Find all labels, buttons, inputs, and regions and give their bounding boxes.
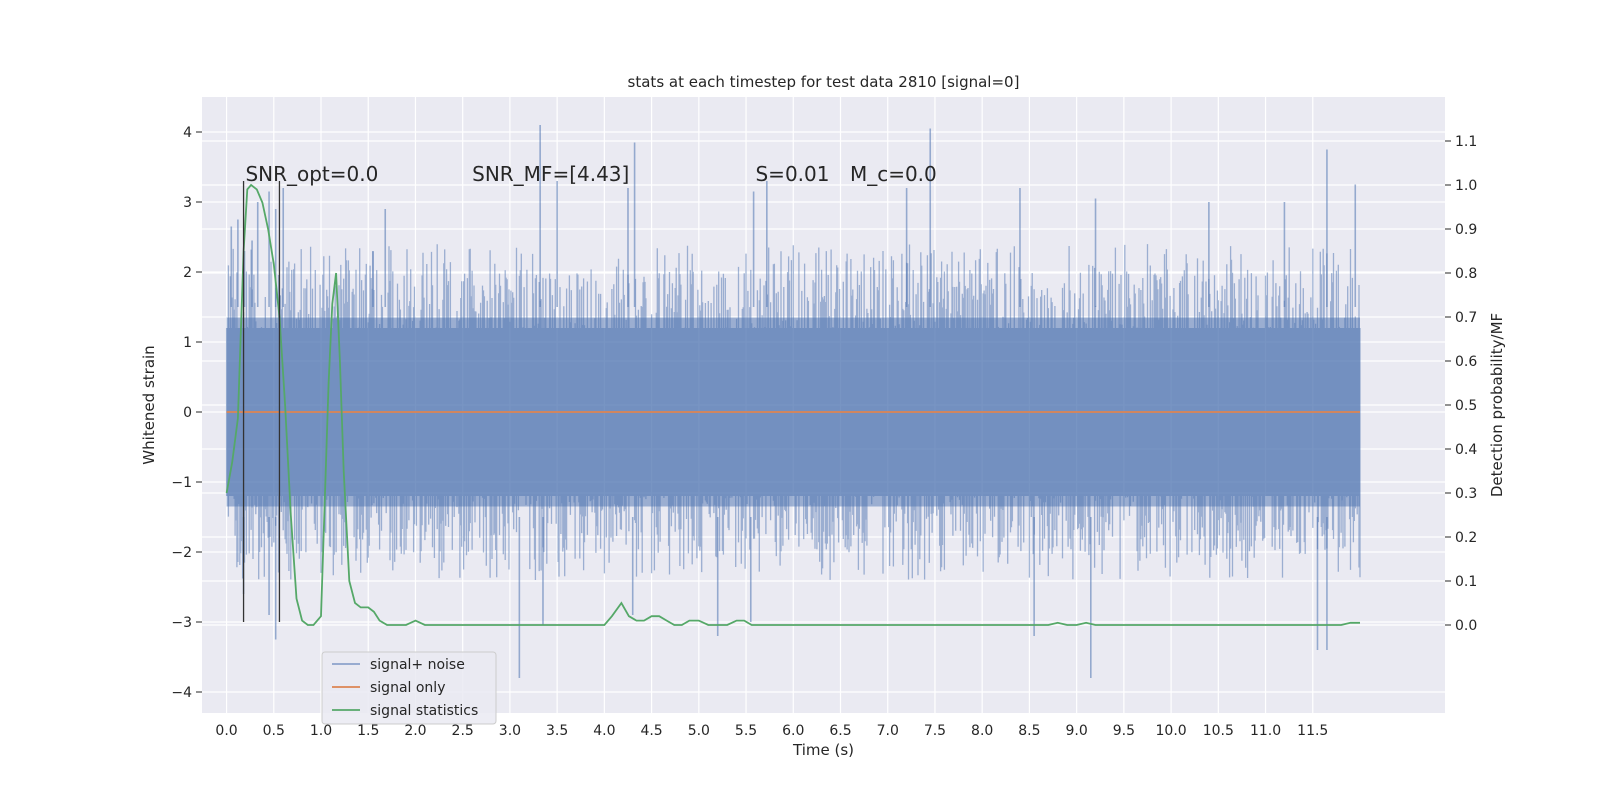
legend-label: signal+ noise	[370, 657, 465, 673]
x-tick-label: 8.0	[971, 723, 993, 739]
y2-tick-label: 0.7	[1455, 310, 1477, 326]
y2-tick-label: 0.3	[1455, 486, 1477, 502]
y2-tick-label: 0.2	[1455, 530, 1477, 546]
y-axis-label: Whitened strain	[140, 345, 158, 464]
y-tick-label: 0	[183, 405, 192, 421]
vertical-markers	[242, 181, 281, 622]
y2-tick-label: 1.1	[1455, 134, 1477, 150]
annotation-text: SNR_MF=[4.43]	[472, 162, 629, 186]
x-tick-label: 7.5	[924, 723, 946, 739]
y-tick-label: 3	[183, 195, 192, 211]
x-tick-label: 2.5	[452, 723, 474, 739]
x-tick-label: 10.5	[1203, 723, 1234, 739]
y-tick-label: 2	[183, 265, 192, 281]
x-tick-label: 8.5	[1018, 723, 1040, 739]
series-signal-statistics	[225, 183, 1360, 626]
legend-label: signal statistics	[370, 703, 478, 719]
y2-tick-label: 0.5	[1455, 398, 1477, 414]
x-tick-label: 3.5	[546, 723, 568, 739]
chart-title: stats at each timestep for test data 281…	[628, 73, 1020, 91]
x-tick-label: 4.0	[593, 723, 615, 739]
x-tick-label: 0.0	[215, 723, 237, 739]
y2-tick-label: 0.9	[1455, 222, 1477, 238]
x-tick-label: 11.0	[1250, 723, 1281, 739]
y-tick-label: −1	[171, 475, 192, 491]
x-tick-label: 6.5	[829, 723, 851, 739]
annotations: SNR_opt=0.0 SNR_MF=[4.43] S=0.01 M_c=0.0	[245, 162, 936, 186]
x-axis-label: Time (s)	[792, 741, 854, 759]
y2-tick-label: 0.0	[1455, 618, 1477, 634]
y2-tick-label: 1.0	[1455, 178, 1477, 194]
y-tick-label: −3	[171, 615, 192, 631]
y-tick-label: 4	[183, 125, 192, 141]
annotation-text: M_c=0.0	[850, 162, 937, 186]
x-tick-label: 3.0	[499, 723, 521, 739]
axes: 0.0 0.5 1.0 1.5 2.0 2.5 3.0 3.5 4.0 4.5 5.0 5.5 6.0 6…	[171, 125, 1477, 739]
series-layer	[225, 125, 1361, 678]
legend: signal+ noise signal only signal statistic…	[321, 651, 497, 725]
x-tick-label: 11.5	[1297, 723, 1328, 739]
annotation-text: S=0.01	[755, 162, 829, 186]
x-tick-label: 4.5	[640, 723, 662, 739]
y2-tick-label: 0.6	[1455, 354, 1477, 370]
x-tick-label: 6.0	[782, 723, 804, 739]
y-tick-label: −4	[171, 685, 192, 701]
y-tick-label: −2	[171, 545, 192, 561]
legend-box	[321, 651, 497, 725]
x-tick-label: 10.0	[1156, 723, 1187, 739]
x-tick-label: 5.0	[688, 723, 710, 739]
x-tick-label: 1.0	[310, 723, 332, 739]
y-tick-label: 1	[183, 335, 192, 351]
y2-axis-label: Detection probability/MF	[1488, 313, 1506, 497]
y2-tick-label: 0.8	[1455, 266, 1477, 282]
annotation-text: SNR_opt=0.0	[245, 162, 378, 186]
x-tick-label: 5.5	[735, 723, 757, 739]
x-tick-label: 0.5	[263, 723, 285, 739]
legend-label: signal only	[370, 680, 445, 696]
x-tick-label: 9.5	[1113, 723, 1135, 739]
x-tick-label: 9.0	[1066, 723, 1088, 739]
x-tick-label: 7.0	[877, 723, 899, 739]
x-tick-label: 2.0	[404, 723, 426, 739]
y2-tick-label: 0.4	[1455, 442, 1477, 458]
y2-tick-label: 0.1	[1455, 574, 1477, 590]
x-tick-label: 1.5	[357, 723, 379, 739]
